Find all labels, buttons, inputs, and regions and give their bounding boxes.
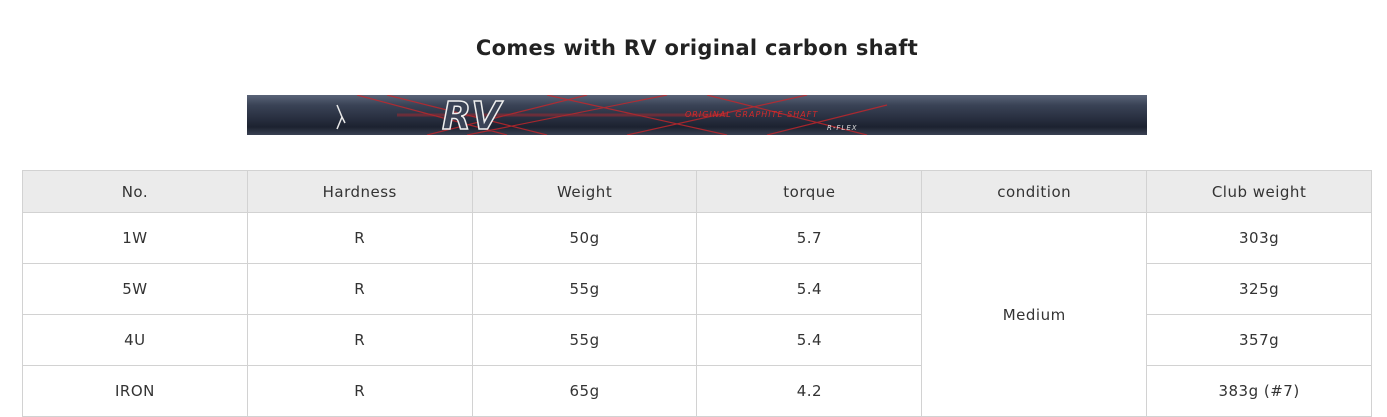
cell-weight: 55g	[471, 314, 698, 366]
cell-no: IRON	[22, 365, 248, 417]
cell-torque: 5.4	[696, 314, 923, 366]
header-condition: condition	[921, 170, 1148, 213]
shaft-text: ORIGINAL GRAPHITE SHAFT	[685, 110, 818, 119]
header-hardness: Hardness	[246, 170, 473, 213]
cell-club-weight: 325g	[1146, 263, 1372, 315]
header-torque: torque	[696, 170, 923, 213]
cell-weight: 50g	[471, 212, 698, 264]
cell-club-weight: 357g	[1146, 314, 1372, 366]
cell-no: 4U	[22, 314, 248, 366]
cell-torque: 5.4	[696, 263, 923, 315]
cell-hardness: R	[246, 212, 473, 264]
page-title: Comes with RV original carbon shaft	[475, 36, 919, 60]
shaft-flex: R-FLEX	[827, 124, 858, 132]
header-weight: Weight	[471, 170, 698, 213]
table-header-row: No. Hardness Weight torque condition Clu…	[22, 170, 1372, 213]
cell-hardness: R	[246, 365, 473, 417]
cell-no: 5W	[22, 263, 248, 315]
cell-torque: 5.7	[696, 212, 923, 264]
cell-weight: 65g	[471, 365, 698, 417]
header-club-weight: Club weight	[1146, 170, 1372, 213]
cell-no: 1W	[22, 212, 248, 264]
cell-club-weight: 303g	[1146, 212, 1372, 264]
table-row: 5W R 55g 5.4 325g	[22, 263, 1372, 315]
cell-weight: 55g	[471, 263, 698, 315]
shaft-image: RV ORIGINAL GRAPHITE SHAFT R-FLEX	[247, 95, 1147, 135]
cell-torque: 4.2	[696, 365, 923, 417]
cell-hardness: R	[246, 314, 473, 366]
table-row: 1W R 50g 5.7 Medium 303g	[22, 212, 1372, 417]
cell-condition: Medium	[921, 212, 1148, 417]
cell-hardness: R	[246, 263, 473, 315]
header-no: No.	[22, 170, 248, 213]
cell-club-weight: 383g (#7)	[1146, 365, 1372, 417]
table-row: 4U R 55g 5.4 357g	[22, 314, 1372, 366]
shaft-logo: RV	[442, 95, 503, 135]
table-row: IRON R 65g 4.2 383g (#7)	[22, 365, 1372, 417]
shaft-spec-table: No. Hardness Weight torque condition Clu…	[22, 170, 1372, 417]
